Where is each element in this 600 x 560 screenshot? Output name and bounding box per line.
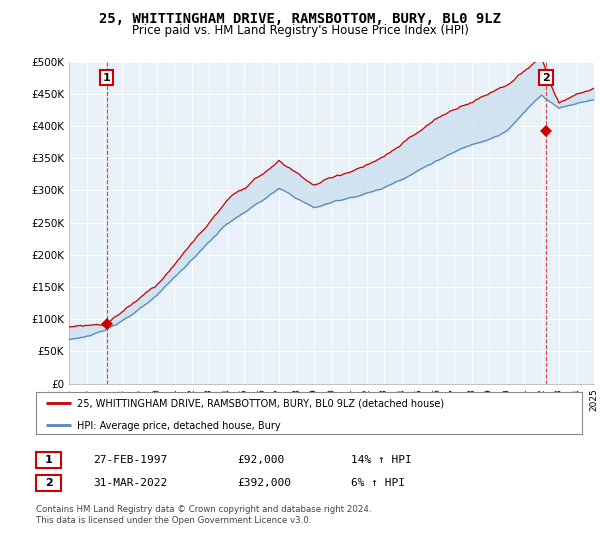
Text: HPI: Average price, detached house, Bury: HPI: Average price, detached house, Bury (77, 421, 281, 431)
Text: 31-MAR-2022: 31-MAR-2022 (93, 478, 167, 488)
Text: 2: 2 (45, 478, 52, 488)
Text: Price paid vs. HM Land Registry's House Price Index (HPI): Price paid vs. HM Land Registry's House … (131, 24, 469, 36)
Text: 2: 2 (542, 73, 550, 83)
Text: 14% ↑ HPI: 14% ↑ HPI (351, 455, 412, 465)
Text: £92,000: £92,000 (237, 455, 284, 465)
Text: 1: 1 (103, 73, 110, 83)
Text: 1: 1 (45, 455, 52, 465)
Text: 27-FEB-1997: 27-FEB-1997 (93, 455, 167, 465)
Text: £392,000: £392,000 (237, 478, 291, 488)
Text: 25, WHITTINGHAM DRIVE, RAMSBOTTOM, BURY, BL0 9LZ: 25, WHITTINGHAM DRIVE, RAMSBOTTOM, BURY,… (99, 12, 501, 26)
Text: Contains HM Land Registry data © Crown copyright and database right 2024.
This d: Contains HM Land Registry data © Crown c… (36, 505, 371, 525)
Text: 25, WHITTINGHAM DRIVE, RAMSBOTTOM, BURY, BL0 9LZ (detached house): 25, WHITTINGHAM DRIVE, RAMSBOTTOM, BURY,… (77, 399, 444, 409)
Text: 6% ↑ HPI: 6% ↑ HPI (351, 478, 405, 488)
